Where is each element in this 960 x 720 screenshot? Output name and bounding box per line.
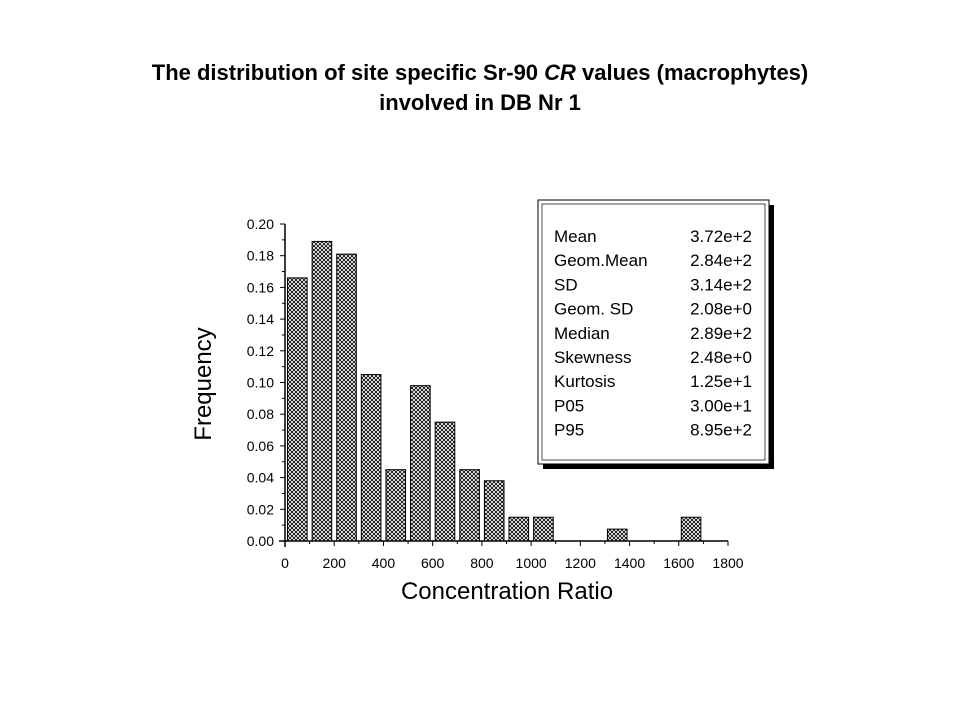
title-cr-italic: CR — [544, 60, 576, 85]
histogram-bar — [533, 516, 554, 542]
y-tick-label: 0.06 — [247, 438, 274, 454]
histogram-bar — [459, 469, 480, 542]
y-tick-label: 0.02 — [247, 501, 274, 517]
histogram-bar — [483, 480, 505, 542]
x-tick-label: 0 — [281, 555, 289, 571]
stats-label: Kurtosis — [554, 372, 615, 391]
stats-box-frame — [537, 199, 770, 465]
stats-label: Skewness — [554, 348, 631, 367]
y-tick-label: 0.18 — [247, 248, 274, 264]
bars-group — [287, 240, 702, 542]
stats-label: Geom. SD — [554, 300, 633, 319]
y-tick-label: 0.14 — [247, 311, 274, 327]
y-tick-label: 0.00 — [247, 533, 274, 549]
title-line-1-end: values (macrophytes) — [575, 60, 809, 85]
x-tick-label: 800 — [470, 555, 494, 571]
histogram-bar — [606, 528, 628, 542]
histogram-bar — [508, 516, 530, 542]
y-tick-label: 0.04 — [247, 470, 274, 486]
y-axis-title: Frequency — [190, 327, 217, 440]
y-tick-label: 0.20 — [247, 216, 274, 232]
stats-value: 2.89e+2 — [690, 324, 752, 343]
stats-label: Geom.Mean — [554, 251, 648, 270]
histogram-bar — [385, 469, 407, 542]
y-tick-label: 0.08 — [247, 406, 274, 422]
x-axis-title: Concentration Ratio — [401, 578, 613, 605]
stats-value: 3.72e+2 — [690, 227, 752, 246]
statistics-box: Mean 3.72e+2 Geom.Mean 2.84e+2 SD 3.14e+2 Geom… — [537, 199, 774, 469]
title-line-2: involved in DB Nr 1 — [379, 90, 581, 115]
stats-value: 2.48e+0 — [690, 348, 752, 367]
stats-value: 1.25e+1 — [690, 372, 752, 391]
stats-value: 2.08e+0 — [690, 300, 752, 319]
title-line-1: The distribution of site specific Sr-90 … — [0, 58, 960, 88]
histogram-bar — [410, 385, 431, 542]
stats-value: 3.14e+2 — [690, 275, 752, 294]
y-tick-label: 0.16 — [247, 279, 274, 295]
histogram-bar — [680, 516, 702, 542]
x-tick-label: 1200 — [565, 555, 596, 571]
stats-value: 2.84e+2 — [690, 251, 752, 270]
x-tick-label: 600 — [421, 555, 445, 571]
stats-value: 3.00e+1 — [690, 396, 752, 415]
y-axis-ticks: 0.00 0.02 0.04 0.06 0.08 0.10 0.12 0.14 0.16 0.18… — [247, 216, 285, 549]
x-tick-label: 1000 — [516, 555, 547, 571]
stats-value: 8.95e+2 — [690, 421, 752, 440]
x-tick-label: 1400 — [614, 555, 645, 571]
x-tick-label: 200 — [323, 555, 347, 571]
stats-label: SD — [554, 275, 578, 294]
y-tick-label: 0.12 — [247, 343, 274, 359]
stats-box-inner-frame — [541, 203, 766, 461]
x-tick-label: 400 — [372, 555, 396, 571]
title-line-1-start: The distribution of site specific Sr-90 — [151, 60, 545, 85]
x-axis-ticks: 0 200 400 600 800 1000 1200 1400 1600 1800 — [281, 541, 744, 571]
stats-label: Median — [554, 324, 610, 343]
histogram-bar — [434, 421, 456, 542]
stats-label: P95 — [554, 421, 584, 440]
histogram-bar — [287, 277, 308, 542]
stats-label: Mean — [554, 227, 597, 246]
histogram-bar — [360, 374, 382, 542]
histogram-bar — [311, 240, 333, 542]
stats-label: P05 — [554, 396, 584, 415]
slide-title: The distribution of site specific Sr-90 … — [0, 58, 960, 118]
histogram-bar — [336, 253, 357, 542]
x-tick-label: 1600 — [663, 555, 694, 571]
x-tick-label: 1800 — [712, 555, 743, 571]
y-tick-label: 0.10 — [247, 375, 274, 391]
